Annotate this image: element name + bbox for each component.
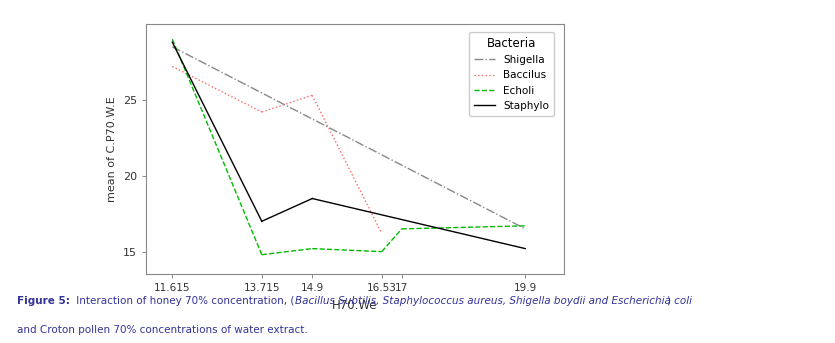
Text: Bacillus Subtilis, Staphylococcus aureus, Shigella boydii and Escherichia coli: Bacillus Subtilis, Staphylococcus aureus… — [295, 296, 691, 306]
Text: and Croton pollen 70% concentrations of water extract.: and Croton pollen 70% concentrations of … — [17, 325, 307, 335]
Y-axis label: mean of C.P70.W.E: mean of C.P70.W.E — [108, 96, 118, 202]
Legend: Shigella, Baccilus, Echoli, Staphylo: Shigella, Baccilus, Echoli, Staphylo — [468, 32, 554, 116]
Text: Figure 5:: Figure 5: — [17, 296, 69, 306]
Text: ): ) — [666, 296, 671, 306]
X-axis label: H70.We: H70.We — [332, 299, 377, 312]
Text: Interaction of honey 70% concentration, (: Interaction of honey 70% concentration, … — [73, 296, 295, 306]
